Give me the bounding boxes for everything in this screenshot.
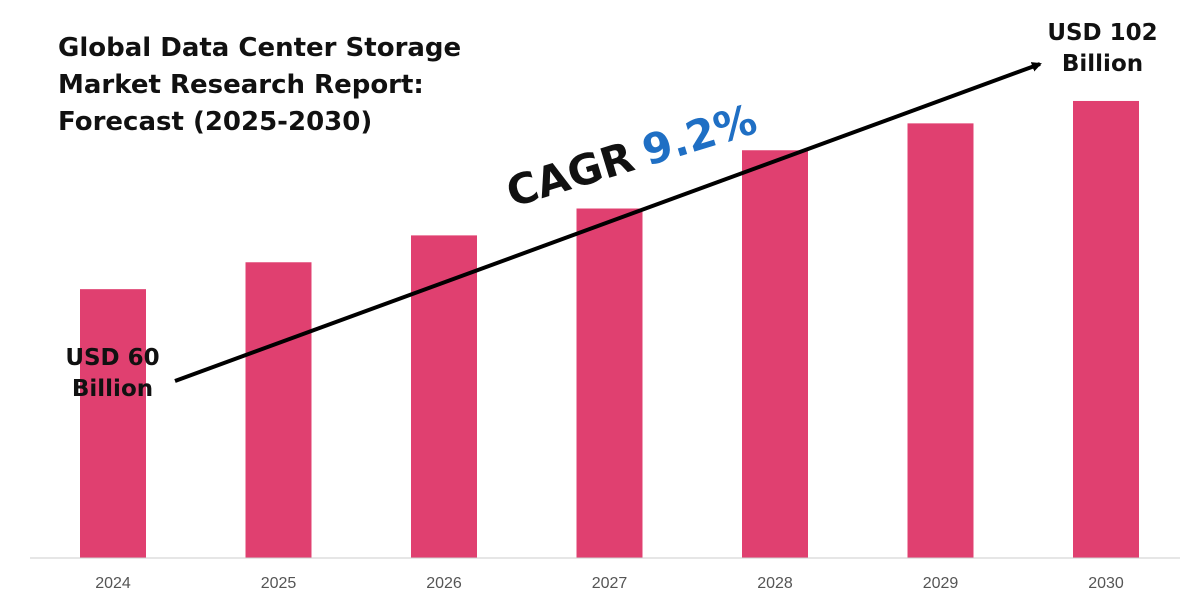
bar-2024 <box>80 289 146 558</box>
x-tick-labels: 2024 2025 2026 2027 2028 2029 2030 <box>95 575 1124 592</box>
start-value-label: USD 60 Billion <box>55 343 170 405</box>
end-value-label: USD 102 Billion <box>1030 18 1175 80</box>
bar-series <box>80 100 1139 558</box>
bar-2030 <box>1073 100 1139 558</box>
end-value-line-2: Billion <box>1061 51 1144 77</box>
x-tick-label-2029: 2029 <box>923 575 959 592</box>
x-tick-label-2030: 2030 <box>1088 575 1124 592</box>
bar-2027 <box>576 208 643 558</box>
bar-2029 <box>907 123 974 558</box>
x-tick-label-2025: 2025 <box>261 575 297 592</box>
chart-title-line-2: Market Research Report: <box>58 70 424 100</box>
chart-title-line-1: Global Data Center Storage <box>58 33 462 63</box>
chart-title-line-3: Forecast (2025-2030) <box>58 107 373 137</box>
start-value-line-1: USD 60 <box>65 345 160 371</box>
bar-2025 <box>245 262 312 558</box>
cagr-trend-arrow <box>174 62 1042 383</box>
x-tick-label-2024: 2024 <box>95 575 131 592</box>
x-tick-label-2028: 2028 <box>757 575 793 592</box>
end-value-line-1: USD 102 <box>1047 20 1158 46</box>
start-value-line-2: Billion <box>71 376 154 402</box>
x-tick-label-2026: 2026 <box>426 575 462 592</box>
chart-title: Global Data Center Storage Market Resear… <box>58 30 528 141</box>
bar-2028 <box>742 150 808 558</box>
x-tick-label-2027: 2027 <box>592 575 628 592</box>
